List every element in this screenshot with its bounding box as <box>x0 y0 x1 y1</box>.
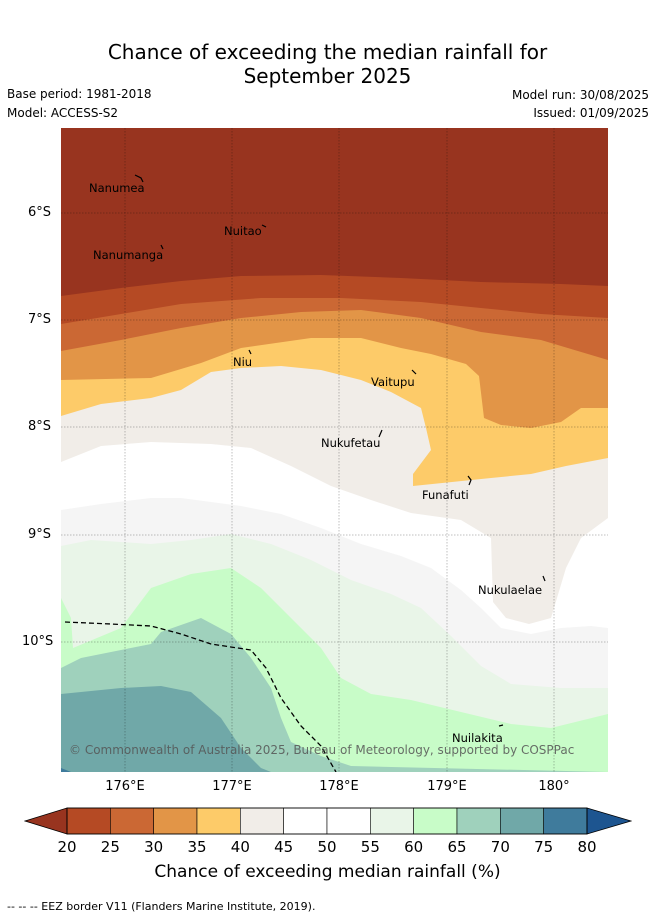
graticule <box>61 128 608 772</box>
colorbar-tick-label: 80 <box>577 838 597 856</box>
colorbar-label: Chance of exceeding median rainfall (%) <box>154 862 501 882</box>
colorbar-tick-label: 40 <box>230 838 250 856</box>
place-niu: Niu <box>233 355 252 369</box>
place-funafuti: Funafuti <box>422 488 469 502</box>
model-run-date: Model run: 30/08/2025 <box>511 88 649 102</box>
place-nukufetau: Nukufetau <box>321 436 380 450</box>
colorbar-cell <box>500 807 544 835</box>
title-line-2: September 2025 <box>243 64 412 88</box>
lat-label-9s: 9°S <box>28 527 52 542</box>
eez-footnote: -- -- -- EEZ border V11 (Flanders Marine… <box>7 900 316 913</box>
colorbar-cell <box>326 807 371 835</box>
place-nukulaelae: Nukulaelae <box>478 583 542 597</box>
colorbar-tick-label: 50 <box>317 838 337 856</box>
lon-label-179e: 179°E <box>427 779 467 794</box>
lat-label-7s: 7°S <box>28 312 52 327</box>
colorbar-tick-label: 70 <box>490 838 510 856</box>
lat-label-8s: 8°S <box>28 419 52 434</box>
lon-label-178e: 178°E <box>319 779 359 794</box>
model-name: Model: ACCESS-S2 <box>7 106 119 120</box>
island-outlines <box>134 174 546 727</box>
lon-label-176e: 176°E <box>105 779 145 794</box>
place-nuitao: Nuitao <box>224 224 262 238</box>
rainfall-map: Nanumea Nuitao Nanumanga Niu Vaitupu Nuk… <box>61 128 608 772</box>
colorbar-cell <box>110 807 154 835</box>
band-75-80 <box>61 768 71 772</box>
colorbar-cell <box>543 807 588 835</box>
colorbar-tick-label: 60 <box>404 838 424 856</box>
colorbar-cell <box>196 807 241 835</box>
place-vaitupu: Vaitupu <box>371 375 415 389</box>
issued-date: Issued: 01/09/2025 <box>533 106 649 120</box>
lon-label-180: 180° <box>538 779 570 794</box>
colorbar-tick-label: 20 <box>57 838 77 856</box>
colorbar-cell <box>240 807 284 835</box>
colorbar-cell <box>370 807 414 835</box>
colorbar-tick-label: 25 <box>100 838 120 856</box>
base-period: Base period: 1981-2018 <box>7 87 152 101</box>
colorbar-cell <box>456 807 501 835</box>
colorbar-outline <box>66 807 588 835</box>
colorbar-cell <box>153 807 198 835</box>
lat-label-6s: 6°S <box>28 205 52 220</box>
lon-label-177e: 177°E <box>212 779 252 794</box>
colorbar-low-arrow <box>24 807 68 835</box>
chart-title: Chance of exceeding the median rainfall … <box>0 40 655 88</box>
lat-label-10s: 10°S <box>22 634 54 649</box>
colorbar-cell <box>413 807 458 835</box>
band-70-75 <box>61 686 271 772</box>
colorbar-tick-label: 65 <box>447 838 467 856</box>
eez-border <box>64 621 337 772</box>
colorbar-cell <box>283 807 328 835</box>
copyright-notice: © Commonwealth of Australia 2025, Bureau… <box>69 743 574 757</box>
place-nanumea: Nanumea <box>89 181 145 195</box>
colorbar-tick-label: 45 <box>274 838 294 856</box>
colorbar <box>24 807 632 835</box>
colorbar-tick-label: 75 <box>534 838 554 856</box>
place-nanumanga: Nanumanga <box>93 248 163 262</box>
colorbar-tick-label: 35 <box>187 838 207 856</box>
place-nuilakita: Nuilakita <box>452 731 503 745</box>
colorbar-tick-label: 55 <box>360 838 380 856</box>
colorbar-tick-label: 30 <box>144 838 164 856</box>
title-line-1: Chance of exceeding the median rainfall … <box>107 40 548 64</box>
colorbar-high-arrow <box>586 807 632 835</box>
colorbar-cell <box>66 807 111 835</box>
